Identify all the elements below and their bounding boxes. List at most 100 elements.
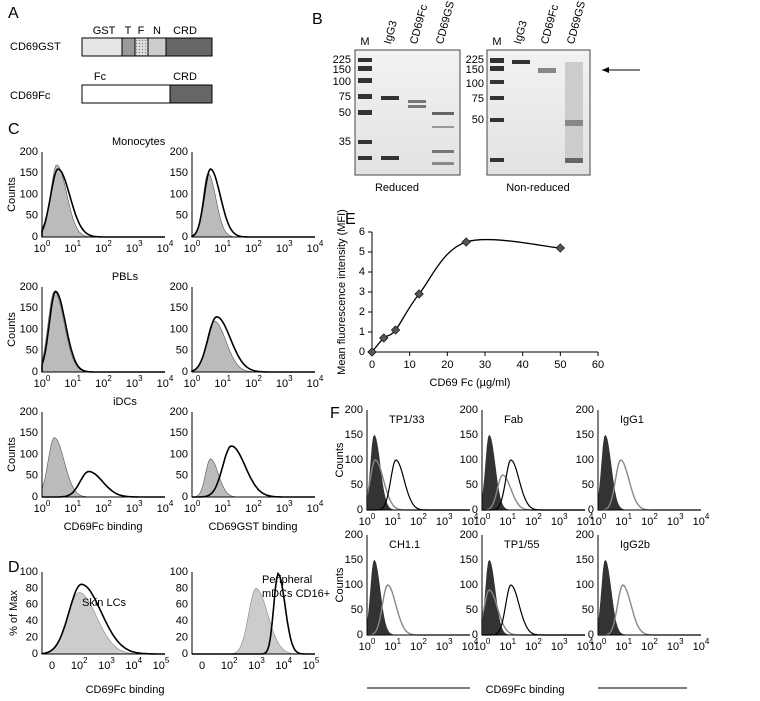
y-tick-label: 0 — [182, 366, 188, 378]
x-tick-label: 104 — [693, 512, 710, 528]
y-tick-label: 50 — [582, 479, 594, 491]
x-tick-label: 100 — [184, 374, 201, 390]
tick-base: 10 — [525, 516, 537, 528]
x-tick-label: 102 — [641, 512, 658, 528]
tick-base: 10 — [384, 641, 396, 653]
x-tick-label: 103 — [126, 499, 143, 515]
gel-caption: Reduced — [375, 182, 419, 194]
x-tick-label: 102 — [410, 512, 427, 528]
x-axis-label: CD69GST binding — [208, 521, 297, 533]
tick-base: 10 — [436, 641, 448, 653]
tick-base: 10 — [307, 378, 319, 390]
y-tick-label: 0 — [588, 629, 594, 641]
x-tick-label: 101 — [64, 239, 81, 255]
y-tick-label: 60 — [26, 599, 38, 611]
y-tick-label: 50 — [176, 345, 188, 357]
axes — [191, 287, 315, 373]
tick-exponent: 2 — [107, 374, 112, 383]
tick-base: 10 — [693, 641, 705, 653]
panel-letter: B — [312, 11, 323, 28]
y-tick-label: 3 — [359, 286, 365, 298]
tick-exponent: 1 — [512, 512, 517, 521]
histogram-label: Peripheral — [262, 574, 312, 586]
x-tick-label: 104 — [157, 239, 174, 255]
marker-label: 50 — [472, 114, 484, 126]
tick-exponent: 1 — [227, 374, 232, 383]
tick-exponent: 2 — [233, 656, 238, 665]
x-tick-label: 101 — [384, 512, 401, 528]
axes — [366, 410, 470, 511]
marker-label: 75 — [339, 91, 351, 103]
tick-exponent: 0 — [46, 239, 51, 248]
x-tick-label: 100 — [34, 499, 51, 515]
histogram — [481, 559, 585, 636]
histogram-label: IgG1 — [620, 414, 644, 426]
y-tick-label: 0 — [32, 231, 38, 243]
tick-base: 10 — [577, 516, 589, 528]
tick-base: 10 — [276, 243, 288, 255]
histogram-label: Fab — [504, 414, 523, 426]
panel-letter: E — [345, 211, 356, 228]
tick-exponent: 3 — [110, 656, 115, 665]
axes — [191, 152, 315, 238]
axes — [41, 287, 165, 373]
tick-exponent: 4 — [474, 637, 479, 646]
y-tick-label: 20 — [26, 632, 38, 644]
histogram — [481, 434, 585, 511]
y-tick-label: 20 — [176, 632, 188, 644]
panel-letter: F — [330, 405, 340, 422]
x-tick-label: 103 — [276, 239, 293, 255]
y-tick-label: 80 — [26, 582, 38, 594]
tick-base: 10 — [577, 641, 589, 653]
tick-exponent: 1 — [77, 499, 82, 508]
y-tick-label: 200 — [170, 406, 188, 418]
y-tick-label: 150 — [576, 554, 594, 566]
y-tick-label: 50 — [26, 345, 38, 357]
y-axis-label: Counts — [334, 442, 346, 477]
tick-base: 10 — [71, 660, 83, 672]
y-tick-label: 100 — [170, 323, 188, 335]
axes — [366, 535, 470, 636]
tick-base: 10 — [95, 503, 107, 515]
lane-label: IgG3 — [512, 19, 530, 45]
y-tick-label: 2 — [359, 306, 365, 318]
tick-base: 10 — [499, 516, 511, 528]
y-tick-label: 100 — [460, 579, 478, 591]
y-tick-label: 100 — [576, 579, 594, 591]
x-tick-label: 100 — [34, 374, 51, 390]
x-tick-label: 104 — [577, 637, 594, 653]
panel-letter: C — [8, 121, 20, 138]
tick-base: 10 — [410, 641, 422, 653]
tick-base: 10 — [64, 243, 76, 255]
y-tick-label: 50 — [176, 210, 188, 222]
y-tick-label: 0 — [588, 504, 594, 516]
tick-exponent: 0 — [46, 499, 51, 508]
axes — [191, 412, 315, 498]
histogram — [191, 173, 315, 238]
x-tick-label: 104 — [307, 374, 324, 390]
marker-label: 75 — [472, 93, 484, 105]
y-tick-label: 150 — [20, 427, 38, 439]
marker-label: 150 — [333, 64, 351, 76]
y-tick-label: 100 — [460, 454, 478, 466]
y-tick-label: 4 — [359, 266, 365, 278]
tick-base: 10 — [474, 516, 486, 528]
y-tick-label: 200 — [170, 146, 188, 158]
x-tick-label: 101 — [384, 637, 401, 653]
tick-exponent: 4 — [589, 512, 594, 521]
construct-name: CD69Fc — [10, 90, 51, 102]
x-tick-label: 30 — [479, 359, 491, 371]
tick-exponent: 2 — [422, 637, 427, 646]
tick-base: 10 — [641, 516, 653, 528]
y-tick-label: 200 — [20, 406, 38, 418]
tick-base: 10 — [184, 243, 196, 255]
x-tick-label: 100 — [359, 512, 376, 528]
domain-label: CRD — [173, 25, 197, 37]
x-axis-label: CD69 Fc (µg/ml) — [430, 377, 511, 389]
tick-exponent: 1 — [512, 637, 517, 646]
tick-exponent: 4 — [589, 637, 594, 646]
tick-exponent: 5 — [165, 656, 170, 665]
x-tick-label: 10 — [404, 359, 416, 371]
histogram-label: Skin LCs — [82, 597, 127, 609]
x-tick-label: 104 — [157, 499, 174, 515]
